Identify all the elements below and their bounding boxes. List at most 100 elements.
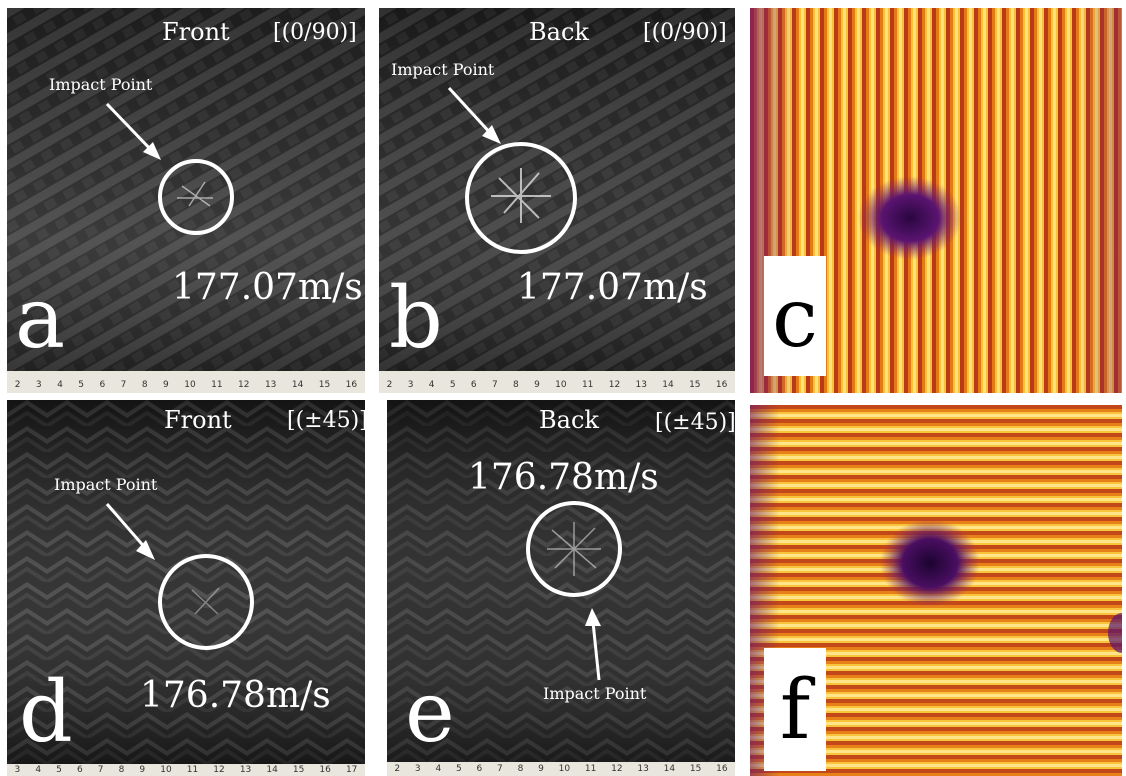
ruler-number: 17 <box>345 765 358 775</box>
ruler-number: 14 <box>291 380 304 390</box>
ruler-number: 10 <box>184 380 196 390</box>
layup-label: [(±45)] <box>655 410 735 435</box>
impact-point-label: Impact Point <box>391 60 495 79</box>
ruler-number: 15 <box>292 765 305 775</box>
carbon-fabric-texture <box>7 400 365 776</box>
ruler-number: 9 <box>538 764 544 774</box>
ruler-number: 5 <box>78 380 85 390</box>
side-label: Back <box>539 406 599 434</box>
impact-speed: 177.07m/s <box>172 267 363 308</box>
panel-letter: e <box>405 663 455 761</box>
ruler-number: 13 <box>264 380 277 390</box>
ruler-number: 4 <box>428 380 435 390</box>
ruler-number: 9 <box>139 765 146 775</box>
ruler-number: 7 <box>497 764 503 774</box>
layup-label: [(0/90)] <box>643 20 727 45</box>
panel-letter-box: c <box>764 256 826 376</box>
panel-letter: c <box>772 271 818 366</box>
ruler-number: 8 <box>513 380 519 390</box>
ruler-number: 8 <box>141 380 148 390</box>
ruler-number: 11 <box>186 765 199 775</box>
ruler-number: 10 <box>160 765 172 775</box>
ruler-number: 16 <box>715 380 728 390</box>
ruler-numbers: 3 4 5 6 7 8 9 10 11 12 13 14 15 16 17 <box>7 765 365 775</box>
ruler-number: 14 <box>663 764 676 774</box>
ruler-number: 13 <box>637 764 649 774</box>
ruler-number: 6 <box>99 380 106 390</box>
ruler-number: 5 <box>455 764 462 774</box>
panel-letter: a <box>15 269 66 367</box>
ruler-number: 12 <box>611 764 623 774</box>
panel-c-thermal-0-90: c <box>750 8 1122 393</box>
impact-point-label: Impact Point <box>49 75 153 94</box>
ruler-number: 5 <box>56 765 62 775</box>
ruler-number: 6 <box>470 380 477 390</box>
ruler: 2 3 4 5 6 7 8 9 10 11 12 13 14 15 16 <box>387 762 735 776</box>
ruler-number: 10 <box>558 764 571 774</box>
impact-speed: 177.07m/s <box>517 267 708 308</box>
ruler-number: 3 <box>14 765 21 775</box>
ruler-number: 13 <box>635 380 647 390</box>
panel-f-thermal-45: f <box>750 405 1122 776</box>
ruler-number: 16 <box>319 765 331 775</box>
panel-letter: b <box>389 269 443 367</box>
ruler-number: 15 <box>689 764 702 774</box>
ruler-number: 3 <box>407 380 414 390</box>
panel-e-back-45: Back [(±45)] 176.78m/s Impact Point e 2 3… <box>387 400 735 776</box>
ruler-number: 3 <box>414 764 421 774</box>
layup-label: [(±45)] <box>287 408 365 433</box>
panel-letter: f <box>779 663 811 758</box>
ruler-number: 2 <box>14 380 21 390</box>
ruler-number: 10 <box>555 380 567 390</box>
ruler-number: 7 <box>97 765 104 775</box>
ruler-number: 16 <box>345 380 358 390</box>
ruler-number: 4 <box>35 765 42 775</box>
ruler-number: 5 <box>449 380 456 390</box>
side-label: Back <box>529 18 589 46</box>
ruler-number: 7 <box>120 380 127 390</box>
ruler-number: 15 <box>318 380 331 390</box>
impact-speed: 176.78m/s <box>140 675 331 716</box>
ruler-number: 11 <box>211 380 223 390</box>
ruler-number: 4 <box>57 380 63 390</box>
ruler: 3 4 5 6 7 8 9 10 11 12 13 14 15 16 17 <box>7 764 365 776</box>
ruler-number: 8 <box>517 764 524 774</box>
ruler-number: 2 <box>394 764 401 774</box>
panel-a-front-0-90: Front [(0/90)] Impact Point 177.07m/s a … <box>7 8 365 393</box>
ruler-numbers: 2 3 4 5 6 7 8 9 10 11 12 13 14 15 16 <box>379 380 735 390</box>
damage-zone <box>880 519 980 607</box>
impact-point-label: Impact Point <box>54 475 158 494</box>
ruler-number: 14 <box>266 765 278 775</box>
ruler-number: 9 <box>534 380 540 390</box>
side-label: Front <box>164 406 232 434</box>
ruler-number: 13 <box>239 765 252 775</box>
ruler-number: 15 <box>689 380 701 390</box>
ruler-number: 4 <box>435 764 442 774</box>
ruler-number: 2 <box>386 380 393 390</box>
ruler-number: 14 <box>662 380 674 390</box>
ruler-number: 16 <box>716 764 728 774</box>
ruler-number: 7 <box>491 380 498 390</box>
ruler: 2 3 4 5 6 7 8 9 10 11 12 13 14 15 16 <box>379 371 735 393</box>
ruler-number: 3 <box>35 380 42 390</box>
ruler-number: 11 <box>584 764 597 774</box>
ruler-number: 8 <box>118 765 125 775</box>
layup-label: [(0/90)] <box>273 20 357 45</box>
panel-letter-box: f <box>764 648 826 771</box>
ruler-numbers: 2 3 4 5 6 7 8 9 10 11 12 13 14 15 16 <box>7 380 365 390</box>
ruler-number: 12 <box>608 380 621 390</box>
impact-point-label: Impact Point <box>543 684 647 703</box>
ruler-number: 9 <box>163 380 169 390</box>
ruler-number: 6 <box>76 765 83 775</box>
impact-speed: 176.78m/s <box>468 457 659 498</box>
ruler-number: 12 <box>213 765 225 775</box>
side-label: Front <box>162 18 230 46</box>
panel-d-front-45: Front [(±45)] Impact Point 176.78m/s d 3… <box>7 400 365 776</box>
ruler-number: 6 <box>476 764 483 774</box>
panel-b-back-0-90: Back [(0/90)] Impact Point 177.07m/s b 2… <box>379 8 735 393</box>
ruler-number: 12 <box>238 380 250 390</box>
ruler-numbers: 2 3 4 5 6 7 8 9 10 11 12 13 14 15 16 <box>387 764 735 774</box>
ruler: 2 3 4 5 6 7 8 9 10 11 12 13 14 15 16 <box>7 371 365 393</box>
panel-letter: d <box>19 663 73 761</box>
ruler-number: 11 <box>581 380 594 390</box>
